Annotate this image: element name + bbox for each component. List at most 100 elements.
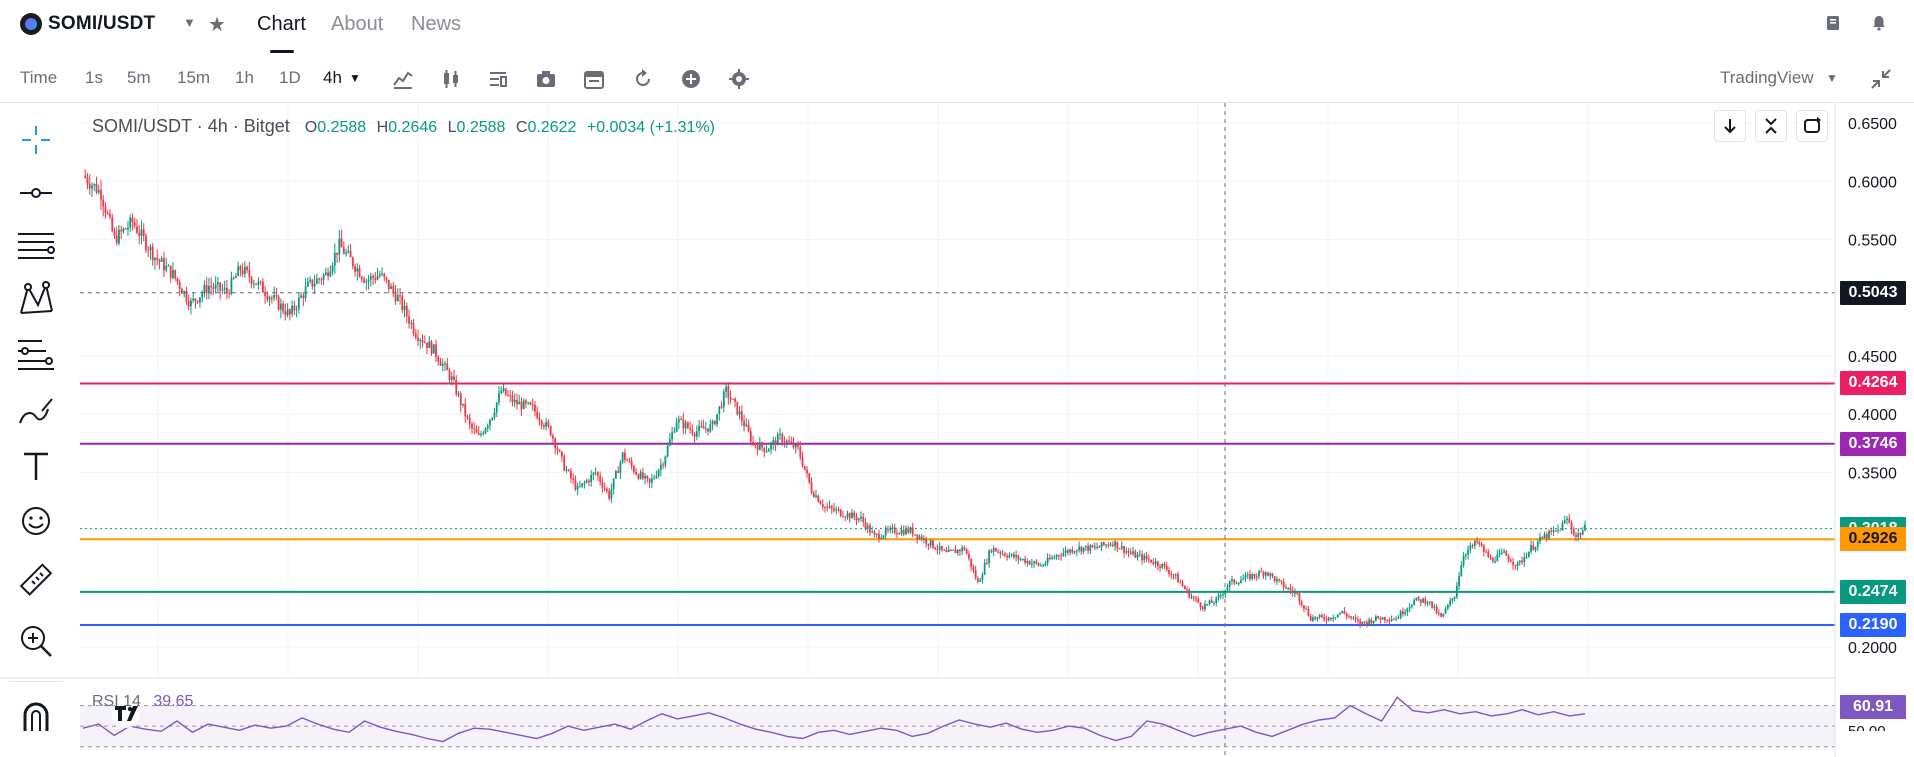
horizontal-ray-icon[interactable]	[16, 173, 56, 213]
candle-body	[869, 525, 871, 533]
timeframe-4h-selected[interactable]: 4h	[323, 68, 342, 87]
gear-icon[interactable]	[728, 68, 750, 90]
candle	[655, 470, 658, 480]
candle-body	[1554, 530, 1557, 532]
candle-body	[228, 292, 231, 294]
auto-fit-button[interactable]	[1755, 110, 1787, 142]
book-icon[interactable]	[1824, 14, 1842, 32]
candle	[880, 534, 883, 540]
candle	[1383, 616, 1386, 624]
add-plus-icon[interactable]	[680, 68, 702, 90]
candle-body	[1057, 555, 1060, 557]
symbol-dropdown-chevron-icon[interactable]: ▼	[183, 15, 196, 30]
candle	[1109, 542, 1112, 547]
candle	[100, 179, 102, 210]
candle	[974, 565, 977, 580]
ruler-measure-icon[interactable]	[16, 561, 56, 601]
candle-body	[839, 509, 842, 516]
timeframe-1d[interactable]: 1D	[279, 68, 301, 87]
symbol-selector[interactable]: SOMI/USDT	[20, 13, 155, 35]
price-chart[interactable]: 0.6500 0.6000 0.5500 0.4500 0.4000 0.3500 0.20…	[0, 103, 1914, 757]
indicators-icon[interactable]	[392, 68, 414, 90]
candle-body	[365, 281, 368, 283]
candle-body	[169, 265, 172, 278]
candle-body	[992, 547, 995, 552]
candle	[1208, 599, 1211, 606]
crosshair-icon[interactable]	[16, 120, 56, 160]
timeframe-15m[interactable]: 15m	[177, 68, 211, 87]
candle-body	[817, 495, 820, 502]
timeframe-time[interactable]: Time	[20, 68, 58, 87]
emoji-smiley-icon[interactable]	[16, 501, 56, 541]
candle-body	[279, 303, 282, 310]
candle-body	[1579, 533, 1582, 535]
candle-body	[1442, 613, 1445, 617]
candle-body	[1410, 604, 1413, 607]
timeframe-1h[interactable]: 1h	[235, 68, 254, 87]
candle	[1543, 531, 1546, 539]
pattern-tool-icon[interactable]	[16, 279, 56, 319]
candle	[1478, 540, 1481, 547]
bell-icon[interactable]	[1870, 14, 1888, 32]
candle-body	[673, 431, 676, 433]
candle	[145, 232, 147, 254]
candle-body	[702, 426, 705, 429]
candle	[477, 425, 480, 436]
favorite-star-icon[interactable]: ★	[208, 14, 226, 36]
candle	[1111, 541, 1114, 548]
candle-body	[1156, 561, 1159, 567]
tab-about[interactable]: About	[331, 13, 384, 35]
candle	[898, 532, 901, 535]
camera-icon[interactable]	[535, 68, 557, 90]
tab-news[interactable]: News	[411, 13, 462, 35]
templates-icon[interactable]	[487, 68, 509, 90]
candle	[349, 244, 352, 258]
candle	[421, 334, 424, 348]
replay-icon[interactable]	[632, 68, 654, 90]
candle-body	[1343, 610, 1346, 614]
candle	[120, 225, 123, 240]
tradingview-brand-dropdown[interactable]: TradingView	[1720, 68, 1814, 87]
magnet-icon[interactable]	[16, 697, 56, 737]
collapse-icon[interactable]	[1870, 68, 1892, 90]
candle	[1276, 576, 1278, 586]
candle-body	[1312, 617, 1314, 621]
candle-body	[1332, 617, 1335, 620]
candle	[1206, 603, 1209, 606]
candle	[1253, 573, 1256, 580]
prediction-tool-icon[interactable]	[16, 335, 56, 375]
timeframe-dropdown-chevron-icon[interactable]: ▼	[349, 71, 361, 85]
candlestick-type-icon[interactable]	[440, 68, 462, 90]
calendar-icon[interactable]	[583, 68, 605, 90]
candle-body	[277, 296, 280, 310]
candle	[1136, 551, 1139, 561]
timeframe-1s[interactable]: 1s	[85, 68, 103, 87]
candle	[837, 506, 840, 513]
tab-chart[interactable]: Chart	[257, 13, 306, 35]
candle	[934, 546, 937, 551]
candle-body	[612, 478, 615, 490]
candle-body	[1150, 559, 1152, 563]
candle	[196, 300, 199, 305]
candle-body	[1512, 562, 1514, 565]
timeframe-5m[interactable]: 5m	[127, 68, 151, 87]
candle	[358, 264, 361, 278]
text-tool-icon[interactable]	[16, 446, 56, 486]
candle	[594, 467, 597, 476]
candle-body	[1033, 561, 1036, 564]
candle	[237, 261, 240, 277]
reset-view-button[interactable]	[1796, 110, 1828, 142]
candle	[529, 401, 532, 406]
candle	[259, 280, 262, 286]
candle	[536, 406, 539, 420]
candle-body	[781, 434, 784, 443]
scroll-down-button[interactable]	[1714, 110, 1746, 142]
candle-body	[1336, 614, 1339, 618]
zoom-in-icon[interactable]	[16, 621, 56, 661]
brush-icon[interactable]	[16, 391, 56, 431]
candle-body	[511, 395, 514, 403]
candle-body	[482, 433, 485, 435]
candle-body	[1132, 551, 1134, 554]
fib-retracement-icon[interactable]	[16, 226, 56, 266]
brand-chevron-down-icon[interactable]: ▼	[1826, 71, 1838, 85]
